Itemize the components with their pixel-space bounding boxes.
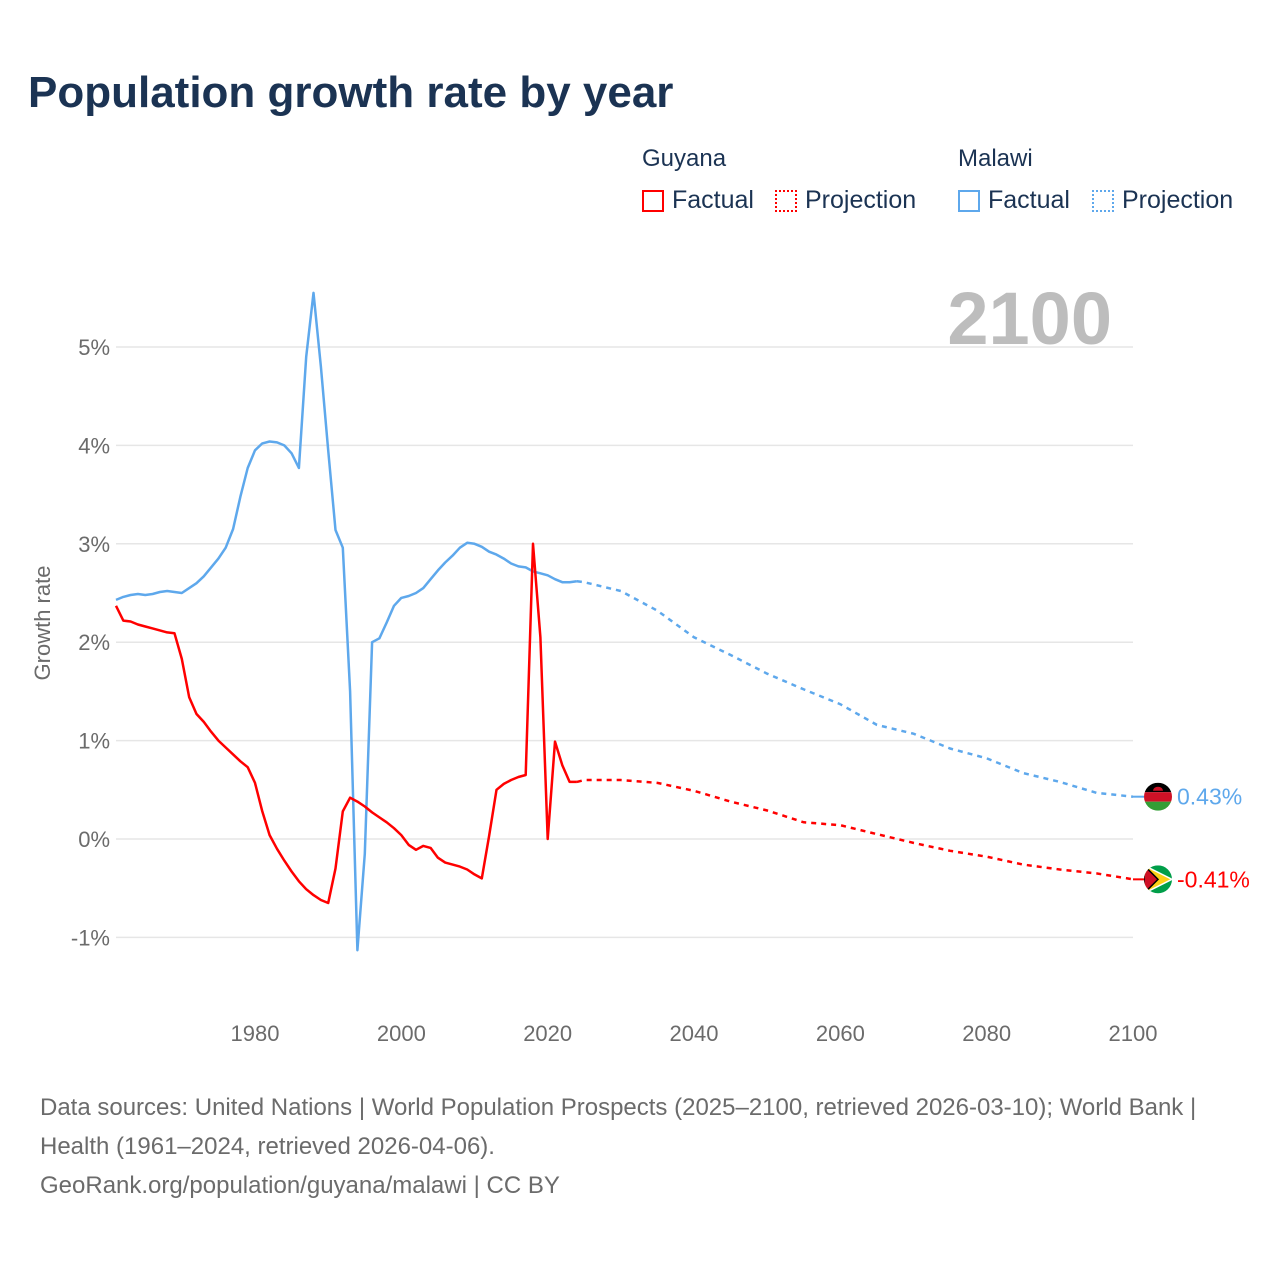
x-tick-label: 2080 bbox=[962, 1021, 1011, 1046]
credit-link[interactable]: GeoRank.org/population/guyana/malawi | C… bbox=[40, 1172, 560, 1199]
dotted-swatch-icon bbox=[775, 189, 797, 212]
x-tick-label: 2060 bbox=[816, 1021, 865, 1046]
legend-guyana-factual[interactable]: Factual bbox=[642, 186, 754, 215]
y-tick-label: 3% bbox=[78, 532, 110, 557]
guyana-factual-line bbox=[114, 542, 577, 905]
y-axis-label: Growth rate bbox=[30, 566, 55, 681]
y-tick-label: 2% bbox=[78, 630, 110, 655]
guyana-end-value-label: -0.41% bbox=[1177, 866, 1250, 892]
y-tick-label: 0% bbox=[78, 827, 110, 852]
chart-title: Population growth rate by year bbox=[28, 68, 674, 117]
malawi-factual-line bbox=[115, 291, 578, 952]
dotted-swatch-icon bbox=[1092, 189, 1114, 212]
x-tick-label: 2020 bbox=[523, 1021, 572, 1046]
legend-malawi-title: Malawi bbox=[958, 145, 1033, 172]
legend-label: Factual bbox=[672, 186, 754, 214]
legend-label: Factual bbox=[988, 186, 1070, 214]
legend-label: Projection bbox=[805, 186, 917, 214]
current-year-label: 2100 bbox=[947, 277, 1112, 360]
legend-malawi-projection[interactable]: Projection bbox=[1092, 186, 1233, 215]
y-tick-label: 5% bbox=[78, 335, 110, 360]
y-tick-label: -1% bbox=[71, 925, 110, 950]
legend-guyana-title: Guyana bbox=[642, 145, 727, 172]
footer: Data sources: United Nations | World Pop… bbox=[40, 1088, 1240, 1205]
malawi-end-value-label: 0.43% bbox=[1177, 784, 1242, 810]
y-tick-label: 4% bbox=[78, 433, 110, 458]
guyana-flag-icon bbox=[1144, 865, 1172, 894]
solid-swatch-icon bbox=[642, 189, 664, 212]
x-tick-label: 2100 bbox=[1109, 1021, 1158, 1046]
solid-swatch-icon bbox=[958, 189, 980, 212]
guyana-projection-line bbox=[576, 778, 1134, 881]
legend-guyana-projection[interactable]: Projection bbox=[775, 186, 916, 215]
malawi-flag-icon bbox=[1144, 782, 1172, 811]
y-tick-label: 1% bbox=[78, 729, 110, 754]
legend-malawi-factual[interactable]: Factual bbox=[958, 186, 1070, 215]
data-sources: Data sources: United Nations | World Pop… bbox=[40, 1094, 1197, 1160]
x-tick-label: 2000 bbox=[377, 1021, 426, 1046]
legend-label: Projection bbox=[1122, 186, 1234, 214]
x-tick-label: 1980 bbox=[231, 1021, 280, 1046]
x-tick-label: 2040 bbox=[670, 1021, 719, 1046]
malawi-projection-line bbox=[576, 579, 1134, 798]
